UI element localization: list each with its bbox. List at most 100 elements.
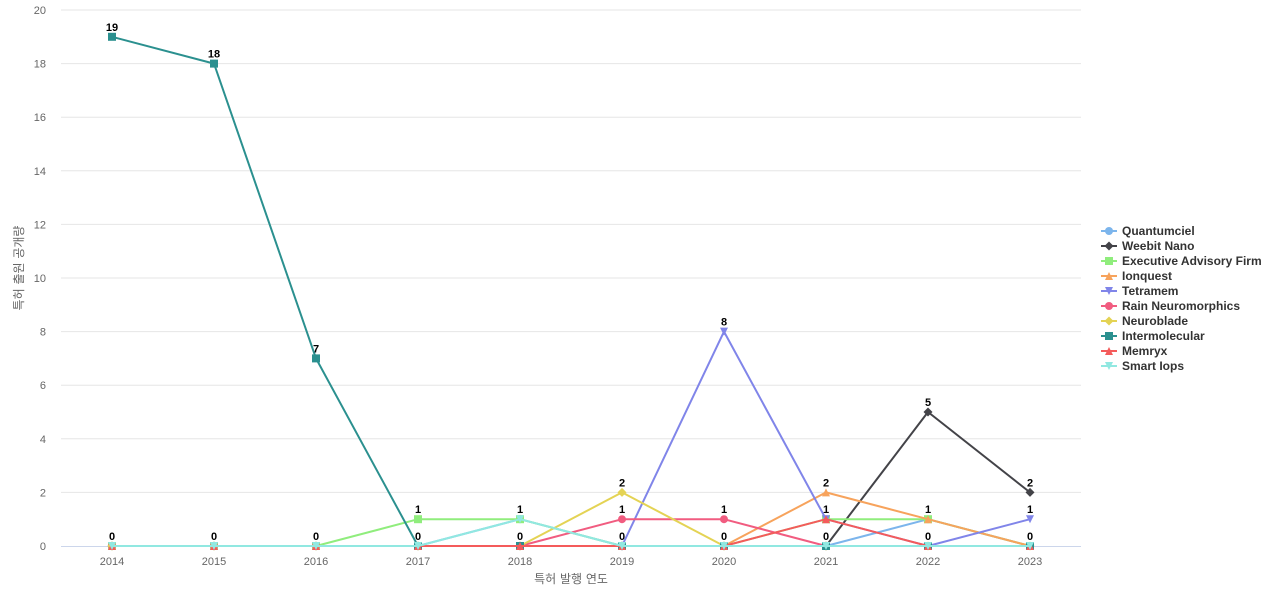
legend-label-tetramem: Tetramem bbox=[1122, 284, 1178, 298]
legend-label-quantumciel: Quantumciel bbox=[1122, 224, 1195, 238]
legend-label-smart-iops: Smart Iops bbox=[1122, 359, 1184, 373]
data-label: 1 bbox=[925, 504, 931, 516]
series-intermolecular bbox=[108, 32, 1034, 550]
legend-marker-memryx bbox=[1105, 347, 1113, 355]
y-tick-label: 4 bbox=[40, 434, 46, 446]
legend-item-intermolecular[interactable]: Intermolecular bbox=[1101, 329, 1205, 343]
data-point-smart-iops[interactable] bbox=[312, 542, 320, 550]
data-point-executive-advisory-firm[interactable] bbox=[414, 515, 422, 524]
legend-item-executive-advisory-firm[interactable]: Executive Advisory Firm bbox=[1101, 254, 1262, 268]
data-point-tetramem[interactable] bbox=[720, 327, 728, 336]
data-point-smart-iops[interactable] bbox=[516, 515, 524, 524]
series-smart-iops bbox=[108, 515, 1034, 550]
data-point-rain-neuromorphics[interactable] bbox=[618, 515, 626, 524]
data-point-ionquest[interactable] bbox=[822, 488, 830, 497]
legend-item-ionquest[interactable]: Ionquest bbox=[1101, 269, 1172, 283]
y-tick-label: 18 bbox=[34, 59, 46, 71]
data-point-weebit-nano[interactable] bbox=[923, 407, 933, 417]
data-point-memryx[interactable] bbox=[822, 515, 830, 524]
data-point-smart-iops[interactable] bbox=[618, 542, 626, 550]
legend-label-rain-neuromorphics: Rain Neuromorphics bbox=[1122, 299, 1240, 313]
legend-item-weebit-nano[interactable]: Weebit Nano bbox=[1101, 239, 1194, 253]
legend-marker-weebit-nano bbox=[1104, 241, 1114, 251]
y-tick-label: 10 bbox=[34, 273, 46, 285]
data-point-smart-iops[interactable] bbox=[414, 542, 422, 550]
data-point-memryx[interactable] bbox=[516, 542, 524, 550]
data-point-ionquest[interactable] bbox=[924, 515, 932, 524]
data-label: 0 bbox=[109, 531, 115, 543]
x-tick-label: 2019 bbox=[610, 556, 634, 568]
data-label: 0 bbox=[313, 531, 319, 543]
x-tick-label: 2020 bbox=[712, 556, 736, 568]
data-label: 0 bbox=[517, 531, 523, 543]
legend-item-rain-neuromorphics[interactable]: Rain Neuromorphics bbox=[1101, 299, 1240, 313]
x-axis-ticks: 2014 2015 2016 2017 2018 2019 2020 2021 2022 2023 bbox=[100, 556, 1042, 568]
data-label: 0 bbox=[415, 531, 421, 543]
y-tick-label: 12 bbox=[34, 219, 46, 231]
legend-marker-neuroblade bbox=[1104, 316, 1114, 326]
y-tick-label: 8 bbox=[40, 327, 46, 339]
data-label: 8 bbox=[721, 317, 727, 329]
y-tick-label: 2 bbox=[40, 487, 46, 499]
data-label: 1 bbox=[823, 504, 829, 516]
x-tick-label: 2017 bbox=[406, 556, 430, 568]
data-point-tetramem[interactable] bbox=[1026, 515, 1034, 524]
legend-label-neuroblade: Neuroblade bbox=[1122, 314, 1188, 328]
data-label: 0 bbox=[619, 531, 625, 543]
x-tick-label: 2023 bbox=[1018, 556, 1042, 568]
data-point-smart-iops[interactable] bbox=[720, 542, 728, 550]
legend-item-quantumciel[interactable]: Quantumciel bbox=[1101, 224, 1195, 238]
x-axis-title: 특허 발행 연도 bbox=[534, 571, 608, 586]
data-point-intermolecular[interactable] bbox=[210, 59, 218, 68]
data-label: 19 bbox=[106, 22, 118, 34]
x-tick-label: 2021 bbox=[814, 556, 838, 568]
data-label: 2 bbox=[1027, 477, 1033, 489]
data-label: 1 bbox=[517, 504, 523, 516]
data-label: 1 bbox=[415, 504, 421, 516]
data-label: 1 bbox=[619, 504, 625, 516]
legend-marker-intermolecular bbox=[1105, 332, 1113, 340]
y-tick-label: 0 bbox=[40, 541, 46, 553]
x-tick-label: 2018 bbox=[508, 556, 532, 568]
legend-marker-executive-advisory-firm bbox=[1105, 257, 1113, 265]
data-label: 7 bbox=[313, 343, 319, 355]
legend-marker-smart-iops bbox=[1105, 362, 1113, 370]
data-point-smart-iops[interactable] bbox=[108, 542, 116, 550]
series-line-weebit-nano[interactable] bbox=[111, 411, 1031, 547]
data-label: 2 bbox=[619, 477, 625, 489]
data-label: 2 bbox=[823, 477, 829, 489]
legend-marker-tetramem bbox=[1105, 287, 1113, 295]
y-tick-label: 6 bbox=[40, 380, 46, 392]
data-point-weebit-nano[interactable] bbox=[1025, 487, 1035, 497]
y-axis-ticks: 0 2 4 6 8 10 12 14 16 18 20 bbox=[34, 5, 46, 553]
y-tick-label: 14 bbox=[34, 166, 46, 178]
data-label: 18 bbox=[208, 49, 220, 61]
data-point-rain-neuromorphics[interactable] bbox=[720, 515, 728, 524]
data-point-smart-iops[interactable] bbox=[210, 542, 218, 550]
data-label: 0 bbox=[823, 531, 829, 543]
data-point-smart-iops[interactable] bbox=[1026, 542, 1034, 550]
data-label: 1 bbox=[1027, 504, 1033, 516]
data-label: 0 bbox=[721, 531, 727, 543]
x-tick-label: 2016 bbox=[304, 556, 328, 568]
legend-item-tetramem[interactable]: Tetramem bbox=[1101, 284, 1178, 298]
data-point-intermolecular[interactable] bbox=[108, 32, 116, 41]
legend-item-neuroblade[interactable]: Neuroblade bbox=[1101, 314, 1188, 328]
legend-label-executive-advisory-firm: Executive Advisory Firm bbox=[1122, 254, 1262, 268]
series-line-smart-iops[interactable] bbox=[111, 518, 1031, 547]
data-label: 5 bbox=[925, 397, 931, 409]
x-tick-label: 2014 bbox=[100, 556, 124, 568]
legend-item-memryx[interactable]: Memryx bbox=[1101, 344, 1168, 358]
data-point-neuroblade[interactable] bbox=[617, 487, 627, 497]
data-point-smart-iops[interactable] bbox=[924, 542, 932, 550]
series-line-intermolecular[interactable] bbox=[111, 35, 1031, 547]
x-tick-label: 2022 bbox=[916, 556, 940, 568]
legend-label-ionquest: Ionquest bbox=[1122, 269, 1172, 283]
data-point-intermolecular[interactable] bbox=[312, 354, 320, 363]
data-point-smart-iops[interactable] bbox=[822, 542, 830, 550]
y-tick-label: 16 bbox=[34, 112, 46, 124]
legend-item-smart-iops[interactable]: Smart Iops bbox=[1101, 359, 1184, 373]
